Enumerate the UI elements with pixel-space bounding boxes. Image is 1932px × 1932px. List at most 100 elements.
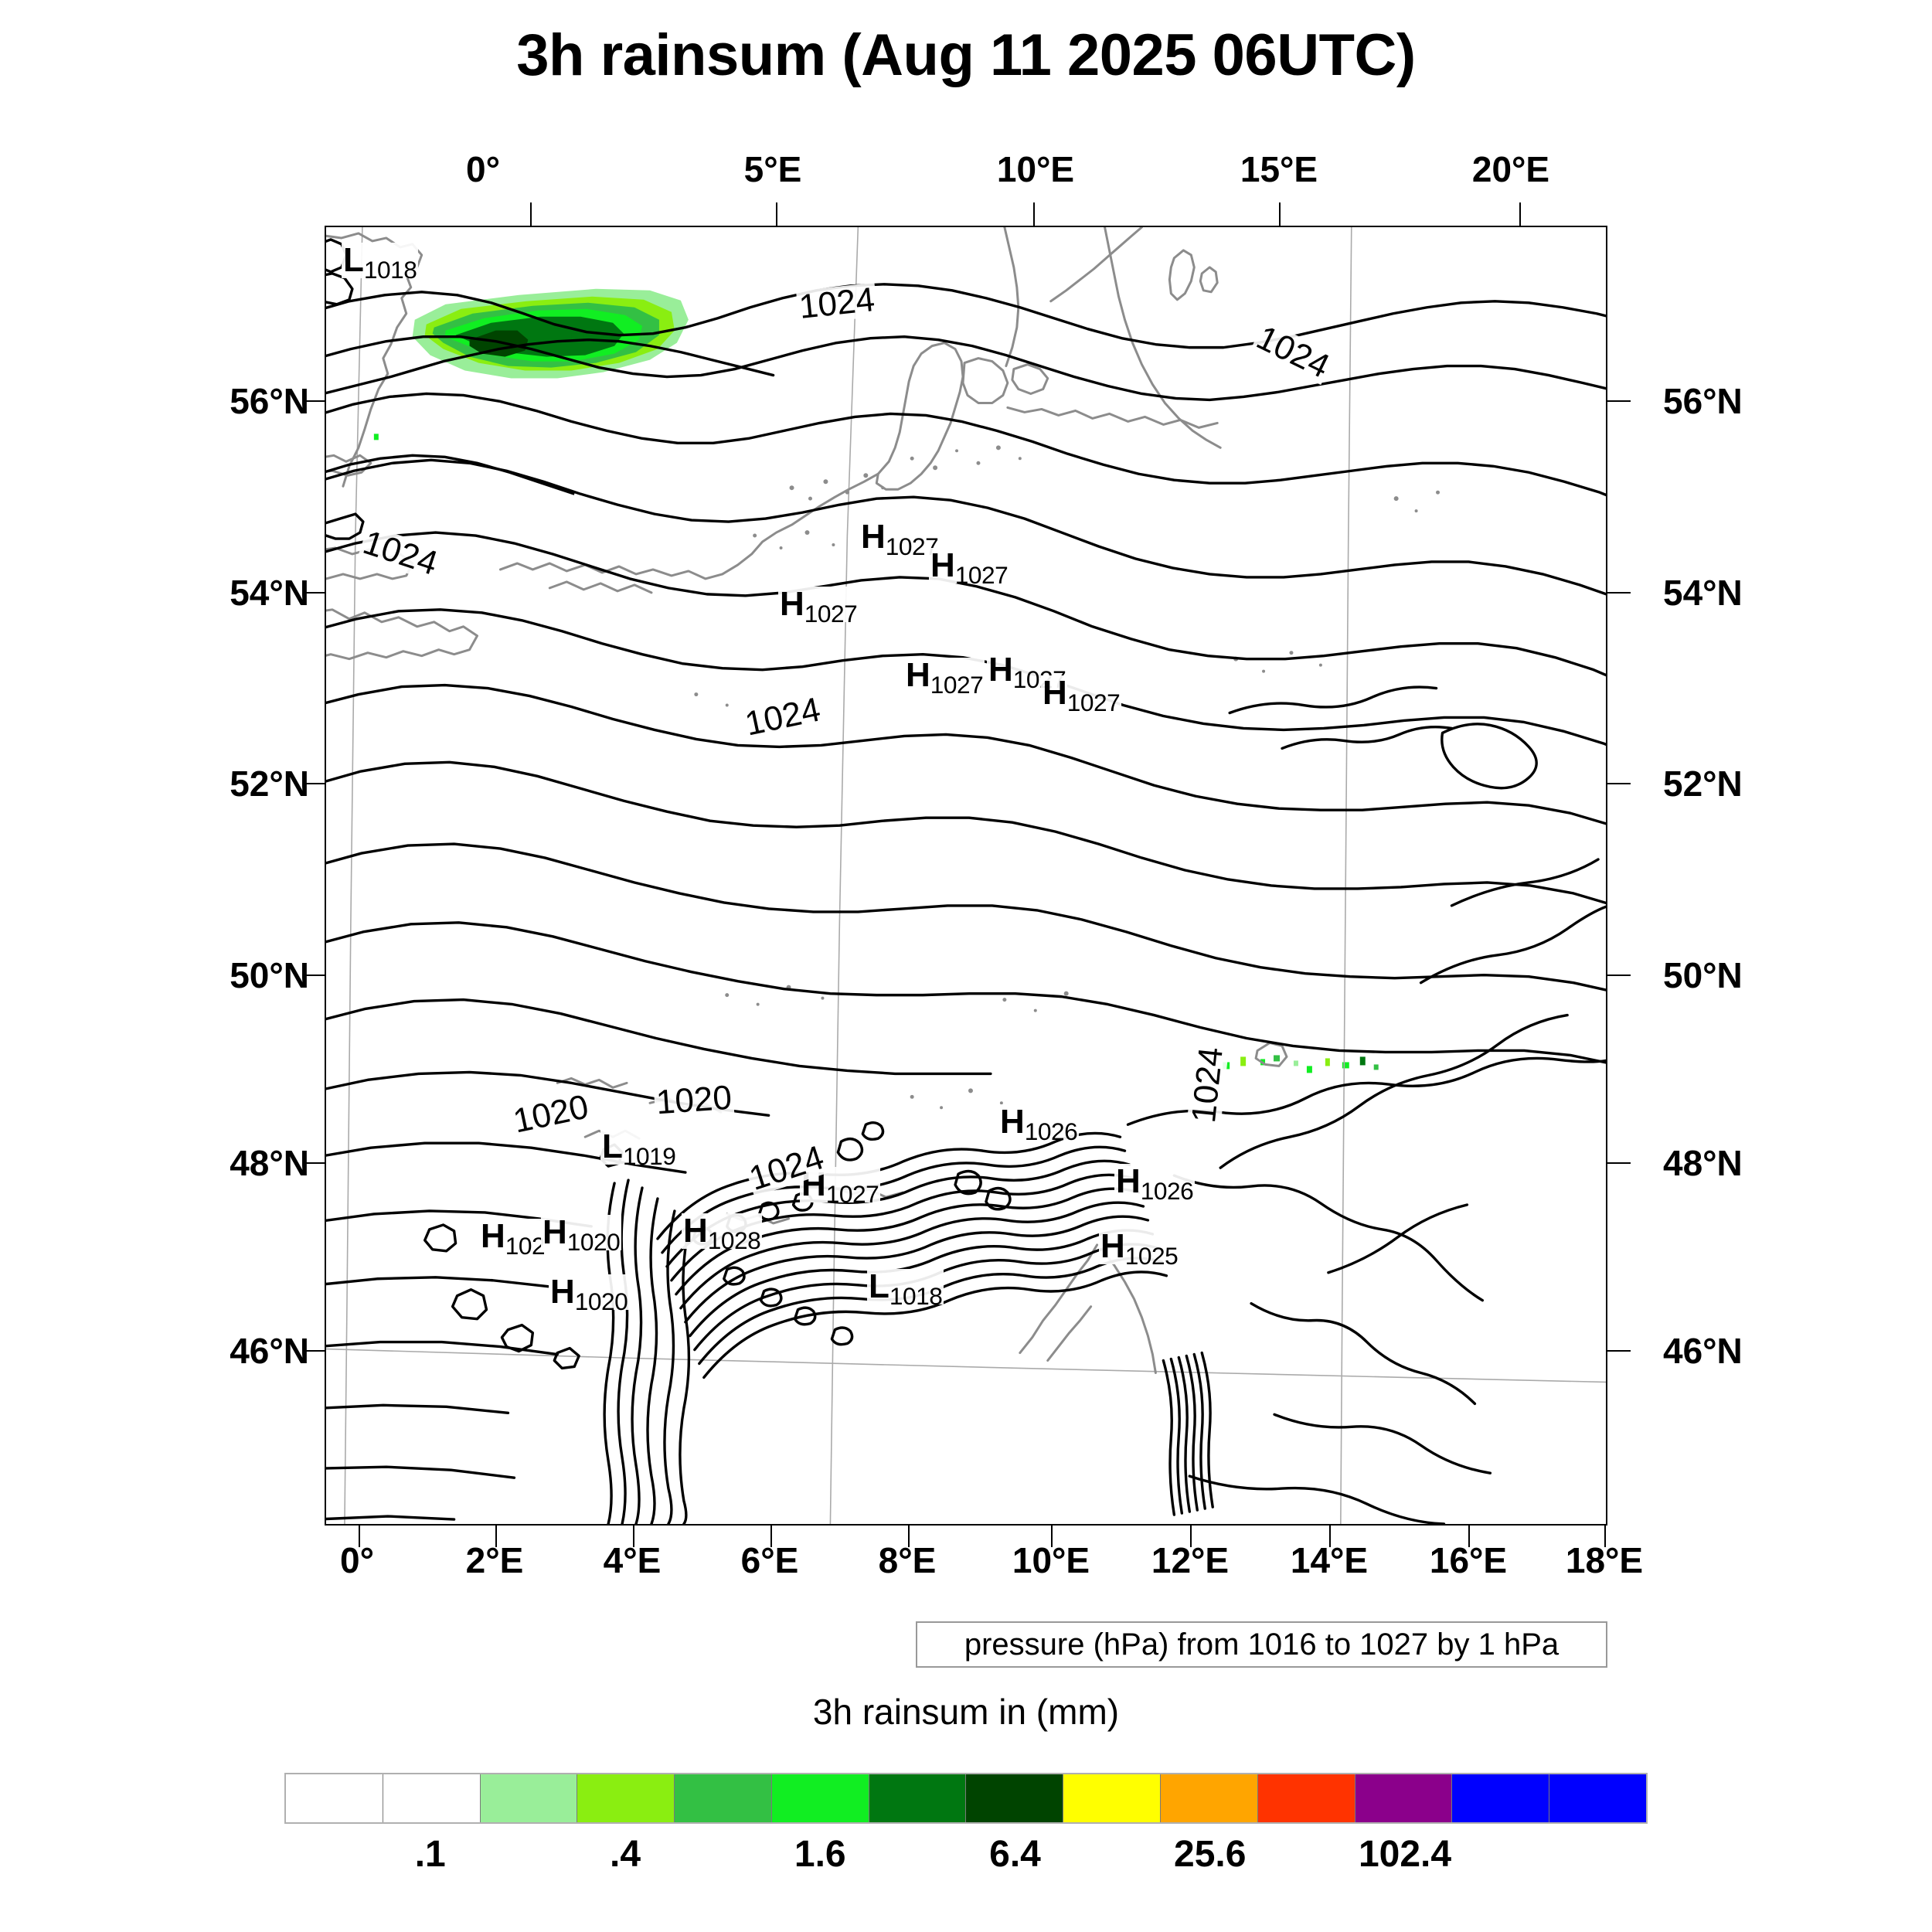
marker-value: 1018 xyxy=(363,255,417,284)
left-tick-label-3: 50°N xyxy=(230,955,309,995)
contour-label-1020-b: 1020 xyxy=(653,1078,735,1122)
lakes-islands-layer xyxy=(694,445,1440,1110)
map-plot-area[interactable]: L1018 H1027 H1027 H1027 H1027 H1027 H102… xyxy=(325,226,1607,1526)
top-tickmark-4 xyxy=(1519,202,1521,226)
bottom-tick-label-1: 2°E xyxy=(465,1540,524,1580)
left-tickmark-2 xyxy=(303,783,326,784)
pressure-legend-box: pressure (hPa) from 1016 to 1027 by 1 hP… xyxy=(916,1621,1607,1668)
marker-type: H xyxy=(930,546,955,584)
marker-type: H xyxy=(543,1213,567,1251)
left-tickmark-4 xyxy=(303,1162,326,1164)
map-marker-H-1025: H1025 xyxy=(1099,1229,1180,1268)
top-tickmark-2 xyxy=(1033,202,1035,226)
map-marker-H-1027-f: H1027 xyxy=(1041,674,1122,715)
isobar-1024-main xyxy=(326,454,575,495)
marker-value: 1027 xyxy=(825,1179,879,1208)
map-marker-H-102: H102 xyxy=(479,1217,547,1258)
marker-value: 1018 xyxy=(889,1281,943,1310)
right-tickmark-5 xyxy=(1607,1350,1631,1352)
colorbar-cell-6[interactable] xyxy=(868,1774,966,1822)
bottom-tickmark-0 xyxy=(359,1526,360,1547)
top-tick-label-3: 15°E xyxy=(1240,149,1318,189)
colorbar-cell-2[interactable] xyxy=(479,1774,577,1822)
marker-type: H xyxy=(861,518,886,556)
marker-type: L xyxy=(602,1128,623,1165)
map-canvas xyxy=(326,227,1606,1524)
page-title: 3h rainsum (Aug 11 2025 06UTC) xyxy=(516,22,1416,88)
colorbar-cell-12[interactable] xyxy=(1451,1774,1549,1822)
marker-value: 1027 xyxy=(804,599,858,628)
colorbar-cell-11[interactable] xyxy=(1354,1774,1452,1822)
bottom-tick-label-4: 8°E xyxy=(878,1540,937,1580)
left-tick-label-4: 48°N xyxy=(230,1143,309,1183)
bottom-tick-label-0: 0° xyxy=(340,1540,374,1580)
left-tickmark-1 xyxy=(303,592,326,594)
colorbar-cell-0[interactable] xyxy=(286,1774,383,1822)
colorbar-tick-labels: .1 .4 1.6 6.4 25.6 102.4 xyxy=(284,1833,1648,1887)
map-marker-H-1020-a: H1020 xyxy=(541,1213,622,1254)
contour-label-1024-n: 1024 xyxy=(795,281,878,326)
top-tick-label-1: 5°E xyxy=(743,149,802,189)
marker-value: 1027 xyxy=(1066,688,1121,716)
bottom-tickmark-8 xyxy=(1468,1526,1470,1547)
right-tickmark-3 xyxy=(1607,975,1631,976)
bottom-tick-label-2: 4°E xyxy=(603,1540,662,1580)
right-tickmark-1 xyxy=(1607,592,1631,594)
bottom-tickmark-5 xyxy=(1051,1526,1053,1547)
top-tick-label-4: 20°E xyxy=(1471,149,1550,189)
colorbar-cell-7[interactable] xyxy=(965,1774,1063,1822)
map-marker-H-1028: H1028 xyxy=(682,1212,763,1253)
marker-value: 1026 xyxy=(1024,1117,1078,1145)
colorbar-cell-9[interactable] xyxy=(1160,1774,1257,1822)
map-marker-H-1020-b: H1020 xyxy=(549,1273,630,1314)
map-marker-L-1018-nw: L1018 xyxy=(342,243,419,282)
top-tickmark-0 xyxy=(530,202,532,226)
left-tickmark-0 xyxy=(303,400,326,402)
precip-speckles-alps xyxy=(1223,1055,1379,1073)
bottom-tickmark-6 xyxy=(1190,1526,1192,1547)
precip-shading-layer xyxy=(373,288,1379,1073)
right-tickmark-0 xyxy=(1607,400,1631,402)
marker-type: H xyxy=(550,1273,575,1311)
colorbar-cell-1[interactable] xyxy=(382,1774,480,1822)
colorbar-tick-4: 25.6 xyxy=(1174,1834,1247,1875)
marker-type: H xyxy=(1043,674,1067,712)
marker-value: 1028 xyxy=(707,1226,761,1254)
colorbar-tick-0: .1 xyxy=(414,1834,446,1875)
colorbar-cell-3[interactable] xyxy=(577,1774,675,1822)
colorbar-title: 3h rainsum in (mm) xyxy=(812,1692,1120,1732)
precip-band-12p8-core xyxy=(469,330,529,357)
colorbar-cell-13[interactable] xyxy=(1549,1774,1646,1822)
marker-type: H xyxy=(683,1212,708,1250)
colorbar-cell-5[interactable] xyxy=(770,1774,869,1822)
marker-type: H xyxy=(988,651,1013,689)
map-marker-H-1027-a: H1027 xyxy=(859,518,940,559)
precip-speck-a xyxy=(571,333,584,341)
map-marker-H-1026-a: H1026 xyxy=(998,1104,1080,1144)
bottom-tickmark-4 xyxy=(908,1526,910,1547)
colorbar-cell-4[interactable] xyxy=(674,1774,771,1822)
left-tickmark-3 xyxy=(303,975,326,976)
bottom-tickmark-7 xyxy=(1329,1526,1331,1547)
colorbar[interactable] xyxy=(284,1773,1648,1824)
marker-value: 1027 xyxy=(954,560,1009,589)
map-marker-H-1027-c: H1027 xyxy=(778,587,859,626)
colorbar-cell-10[interactable] xyxy=(1257,1774,1355,1822)
map-marker-H-1027-b: H1027 xyxy=(929,546,1010,587)
graticule-layer xyxy=(326,227,1606,1524)
right-tick-label-3: 50°N xyxy=(1663,955,1743,995)
marker-value: 1026 xyxy=(1140,1176,1194,1205)
marker-type: H xyxy=(481,1217,505,1255)
bottom-tickmark-1 xyxy=(495,1526,497,1547)
top-tick-label-0: 0° xyxy=(466,149,500,189)
right-tick-label-5: 46°N xyxy=(1663,1331,1743,1371)
marker-value: 1027 xyxy=(930,670,984,699)
map-marker-L-1019: L1019 xyxy=(600,1128,678,1168)
marker-type: L xyxy=(869,1267,889,1305)
map-marker-L-1018-s: L1018 xyxy=(867,1267,944,1308)
top-tickmark-3 xyxy=(1279,202,1281,226)
right-tick-label-1: 54°N xyxy=(1663,573,1743,613)
colorbar-cell-8[interactable] xyxy=(1063,1774,1161,1822)
bottom-tick-label-3: 6°E xyxy=(740,1540,799,1580)
